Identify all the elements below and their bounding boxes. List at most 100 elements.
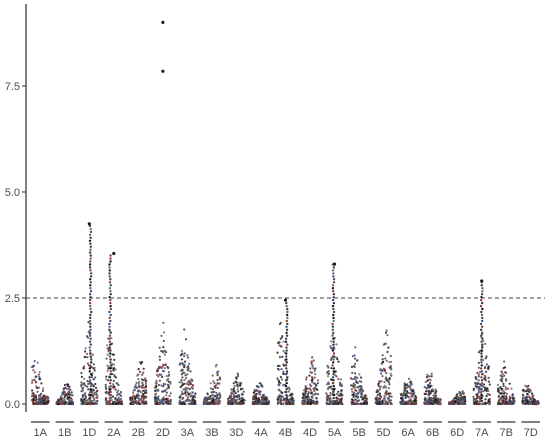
snp-point <box>217 370 220 373</box>
snp-point <box>116 398 119 401</box>
snp-point <box>142 395 145 398</box>
snp-point <box>183 360 187 363</box>
snp-point <box>381 400 384 403</box>
snp-point <box>133 389 136 392</box>
snp-point <box>333 400 336 403</box>
snp-point <box>384 331 388 334</box>
snp-point <box>284 385 288 388</box>
snp-point <box>388 383 391 386</box>
snp-point <box>63 402 66 406</box>
chromosome-label: 5B <box>352 427 365 439</box>
snp-point <box>89 227 92 231</box>
snp-point <box>390 395 393 398</box>
snp-point <box>216 374 219 377</box>
snp-point <box>266 402 269 405</box>
snp-point <box>63 393 66 396</box>
snp-point <box>480 352 483 355</box>
snp-point <box>464 402 467 405</box>
snp-point <box>218 377 222 381</box>
snp-point <box>57 402 60 406</box>
snp-point <box>360 402 363 405</box>
snp-point <box>89 236 92 239</box>
snp-point <box>404 396 407 399</box>
snp-point <box>480 382 484 385</box>
snp-point <box>332 390 335 394</box>
snp-point <box>332 331 335 334</box>
snp-point <box>142 371 145 374</box>
snp-point <box>211 374 214 377</box>
snp-point <box>485 395 488 398</box>
snp-point <box>439 398 442 401</box>
snp-point <box>109 349 112 352</box>
snp-point <box>432 400 435 403</box>
snp-point <box>178 396 181 399</box>
snp-point <box>206 402 210 405</box>
snp-point <box>86 380 89 383</box>
snp-point <box>217 382 220 385</box>
snp-point <box>32 364 36 367</box>
snp-point <box>32 392 35 395</box>
snp-point <box>332 272 335 275</box>
snp-point <box>498 399 501 402</box>
snp-point <box>182 388 185 391</box>
snp-point <box>87 388 90 391</box>
snp-point <box>92 363 95 366</box>
snp-point <box>312 402 315 405</box>
snp-point <box>504 386 507 389</box>
snp-point <box>479 390 483 394</box>
snp-point <box>267 399 270 402</box>
snp-point <box>329 386 332 389</box>
snp-point <box>480 313 484 317</box>
snp-point <box>237 402 240 405</box>
snp-point <box>388 395 391 398</box>
snp-point <box>253 401 256 404</box>
snp-point <box>187 392 190 395</box>
snp-point <box>55 401 58 404</box>
snp-point <box>80 381 83 384</box>
snp-point <box>84 392 87 395</box>
snp-point <box>214 386 217 389</box>
snp-point <box>305 378 308 381</box>
snp-point <box>180 358 183 361</box>
snp-point <box>109 290 112 293</box>
snp-point <box>109 402 113 406</box>
snp-point <box>186 356 190 359</box>
snp-point <box>382 385 386 388</box>
snp-point <box>237 390 240 393</box>
snp-point <box>331 334 334 337</box>
snp-point <box>191 391 194 394</box>
snp-point <box>353 391 356 394</box>
snp-point <box>358 390 361 393</box>
snp-point <box>161 365 164 368</box>
snp-point <box>307 393 310 396</box>
snp-point <box>389 399 392 402</box>
snp-point <box>88 340 92 343</box>
snp-point <box>108 399 112 403</box>
snp-point <box>337 402 340 405</box>
snp-point <box>137 394 140 397</box>
snp-point <box>503 394 506 397</box>
snp-point <box>404 402 407 406</box>
snp-point <box>423 385 426 389</box>
snp-point <box>91 353 94 356</box>
chromosome-label: 4D <box>303 427 317 439</box>
snp-point <box>41 389 45 392</box>
snp-point <box>410 401 413 404</box>
snp-point <box>306 387 310 390</box>
snp-point <box>352 364 356 368</box>
snp-point <box>215 363 218 366</box>
snp-point <box>227 400 230 403</box>
snp-point <box>360 376 363 379</box>
snp-point <box>480 325 484 328</box>
snp-point <box>178 399 181 402</box>
snp-point <box>384 342 387 345</box>
snp-point <box>111 386 114 389</box>
snp-point <box>527 401 530 405</box>
snp-point <box>332 266 335 269</box>
snp-point <box>472 387 475 390</box>
snp-point <box>96 394 99 397</box>
snp-point <box>86 385 89 388</box>
snp-point <box>83 402 86 405</box>
snp-point <box>285 364 288 367</box>
snp-point <box>285 367 288 370</box>
